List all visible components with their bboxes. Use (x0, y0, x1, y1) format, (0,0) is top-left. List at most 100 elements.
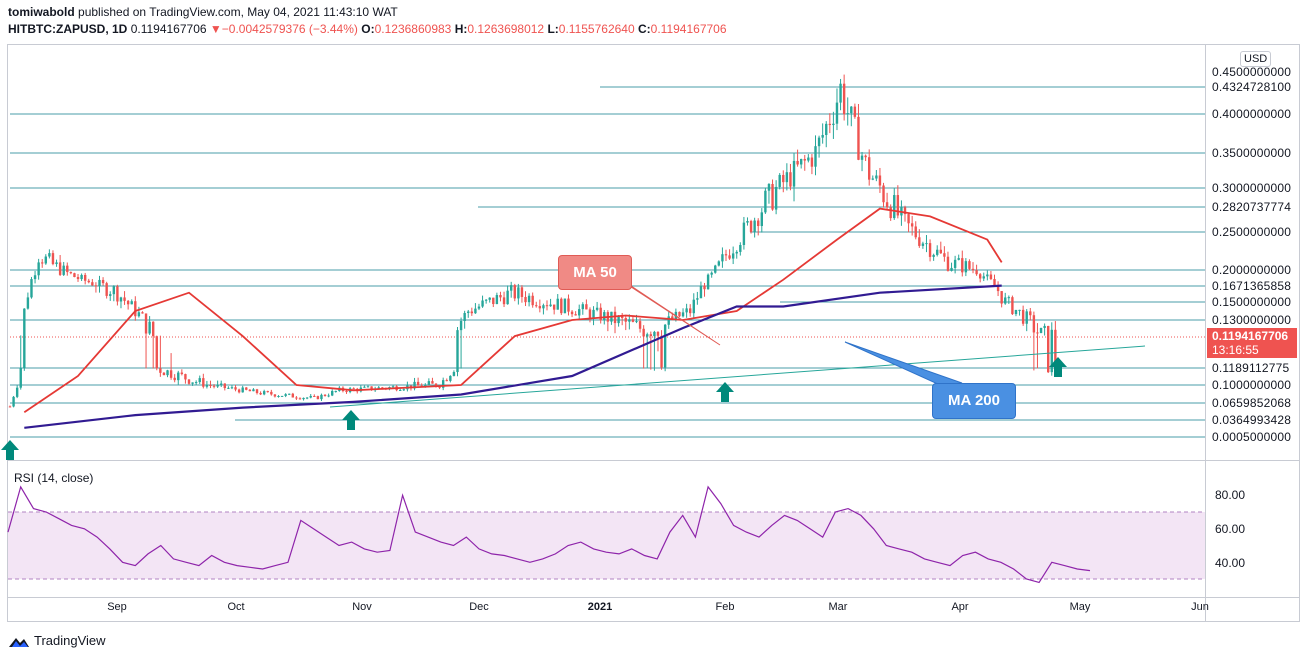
high-value: 0.1263698012 (467, 22, 545, 36)
candle (159, 335, 162, 377)
candle-body (510, 285, 513, 291)
candle (706, 273, 710, 290)
candle (1050, 322, 1053, 376)
candle (799, 158, 803, 169)
price-axis-divider (1205, 44, 1206, 622)
candle (295, 396, 298, 401)
candle (234, 384, 237, 392)
candle-body (864, 155, 867, 158)
candle (552, 304, 556, 315)
candle (334, 390, 337, 393)
candle (477, 303, 481, 311)
candle (517, 283, 520, 305)
price-tick-label: 0.0005000000 (1212, 430, 1292, 444)
candle (359, 385, 363, 393)
time-tick-label: Jun (1191, 601, 1209, 613)
candle-body (148, 321, 151, 334)
candle (853, 103, 857, 119)
candle-body (41, 262, 44, 264)
symbol-name[interactable]: HITBTC:ZAPUSD, 1D (8, 22, 128, 36)
candle-body (703, 285, 706, 290)
candle (173, 374, 176, 383)
candle (58, 255, 62, 277)
candle-body (828, 123, 832, 126)
candle (696, 291, 699, 305)
candle (925, 235, 928, 253)
current-price: 0.1194167706 (1212, 329, 1289, 343)
candle (126, 299, 130, 310)
candle-body (137, 312, 141, 317)
candle-body (799, 158, 803, 165)
pane-divider[interactable] (7, 460, 1300, 461)
candle (449, 375, 452, 383)
candle-body (671, 316, 674, 320)
candle-body (259, 393, 262, 395)
candle-body (520, 287, 524, 297)
candle-body (1021, 309, 1025, 324)
candle-body (463, 312, 466, 322)
candle-body (968, 261, 971, 269)
candle (653, 330, 656, 371)
candle (989, 270, 993, 281)
current-price-box: 0.1194167706 13:16:55 (1207, 328, 1297, 358)
candle-body (542, 305, 545, 309)
candle (291, 392, 295, 398)
candle (212, 384, 216, 389)
candle (796, 149, 799, 167)
candle (309, 394, 312, 399)
candle-body (119, 297, 123, 302)
candle-body (613, 311, 617, 324)
candle-body (305, 397, 309, 399)
candle (452, 370, 456, 377)
candle (184, 373, 187, 384)
author-name[interactable]: tomiwabold (8, 5, 75, 19)
candle-body (309, 396, 312, 398)
candle-body (456, 330, 459, 373)
brand-name: TradingView (34, 633, 106, 648)
candle-body (331, 390, 334, 396)
rsi-band (8, 512, 1205, 579)
rsi-tick-label: 80.00 (1215, 488, 1246, 502)
candle (413, 377, 416, 391)
tradingview-logo[interactable]: TradingView (8, 633, 106, 649)
candle (968, 259, 971, 271)
candle-body (248, 389, 252, 392)
candle (470, 307, 474, 316)
candle-body (928, 243, 932, 257)
candle (116, 284, 119, 306)
time-axis-divider (7, 597, 1300, 598)
candle-body (112, 286, 116, 295)
candle-body (681, 312, 685, 317)
candle (55, 259, 58, 267)
candle (1039, 327, 1043, 334)
candle (259, 391, 262, 396)
candle-body (527, 295, 531, 303)
candle (488, 297, 491, 303)
candle-body (438, 386, 441, 388)
candle-body (12, 396, 15, 407)
candle (592, 306, 595, 326)
currency-label[interactable]: USD (1240, 51, 1272, 67)
candle (689, 304, 692, 317)
candle-body (560, 298, 563, 314)
candle (782, 170, 785, 193)
candle (237, 388, 241, 394)
candle (807, 154, 810, 163)
candle-body (159, 368, 162, 373)
candle (19, 335, 22, 390)
candle (216, 380, 219, 388)
candle-body (1050, 329, 1053, 373)
candle-body (538, 306, 542, 309)
rsi-title[interactable]: RSI (14, close) (14, 471, 94, 485)
candle (316, 395, 320, 400)
candle (227, 386, 230, 389)
candle (642, 325, 645, 369)
candle (957, 254, 960, 261)
candle (757, 218, 760, 236)
candle (80, 273, 83, 281)
candle-body (556, 298, 559, 310)
candle (427, 378, 431, 386)
candle (87, 278, 90, 284)
candle-body (223, 383, 226, 389)
